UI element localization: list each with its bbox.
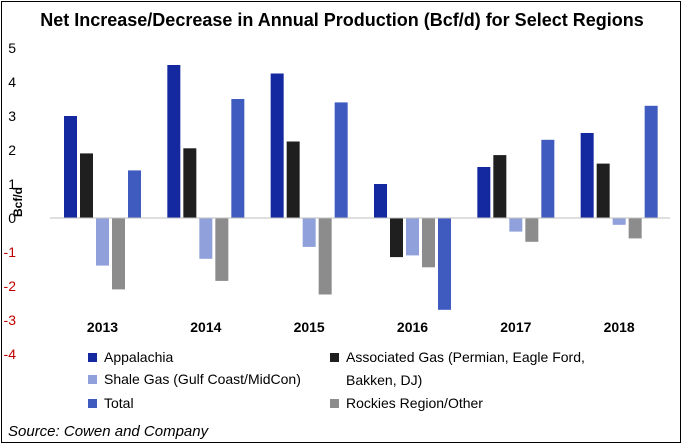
bar (438, 218, 451, 310)
y-tick-label: 1 (8, 176, 16, 192)
bar (96, 218, 109, 266)
legend-label-associated-gas-line2: Bakken, DJ) (346, 372, 422, 388)
x-category-label: 2014 (190, 319, 221, 335)
bar (525, 218, 539, 242)
bar (374, 184, 387, 218)
legend-swatch-total (88, 399, 97, 408)
bar (580, 133, 594, 218)
legend-item-shale-gas: Shale Gas (Gulf Coast/MidCon) (88, 371, 301, 387)
bar (302, 218, 316, 247)
y-tick-label: -3 (4, 312, 17, 328)
bar (509, 218, 523, 232)
bar (128, 170, 141, 218)
bar (628, 218, 642, 239)
bar (215, 218, 229, 281)
legend-item-rockies: Rockies Region/Other (330, 395, 483, 411)
legend-label-rockies: Rockies Region/Other (346, 395, 483, 411)
y-tick-label: -1 (4, 244, 17, 260)
legend-item-total: Total (88, 395, 134, 411)
legend-label-associated-gas-line1: Associated Gas (Permian, Eagle Ford, (346, 349, 585, 365)
bar (541, 139, 555, 218)
bar-series (64, 65, 658, 310)
bar (612, 218, 626, 225)
y-tick-label: 4 (8, 74, 16, 90)
bar (231, 99, 245, 218)
x-category-label: 2016 (397, 319, 428, 335)
legend-label-appalachia: Appalachia (104, 349, 173, 365)
bar (644, 105, 658, 218)
legend-swatch-shale-gas (88, 375, 97, 384)
bar (318, 218, 332, 295)
chart-title: Net Increase/Decrease in Annual Producti… (40, 10, 643, 30)
x-category-label: 2017 (500, 319, 531, 335)
bar (334, 102, 348, 218)
legend-swatch-appalachia (88, 353, 97, 362)
bar (390, 218, 403, 258)
bar (112, 218, 125, 290)
legend-item-appalachia: Appalachia (88, 349, 173, 365)
bar (167, 65, 181, 218)
bar (270, 73, 284, 218)
legend: Appalachia Shale Gas (Gulf Coast/MidCon)… (88, 349, 585, 411)
bar (286, 141, 300, 218)
bar (64, 116, 77, 218)
bar (596, 163, 610, 218)
bar (477, 167, 491, 218)
legend-label-shale-gas: Shale Gas (Gulf Coast/MidCon) (104, 371, 301, 387)
y-tick-label: -4 (4, 346, 17, 362)
legend-swatch-associated-gas (330, 353, 339, 362)
y-tick-label: 5 (8, 40, 16, 56)
bar (493, 155, 507, 218)
legend-label-total: Total (104, 395, 134, 411)
x-category-label: 2013 (87, 319, 118, 335)
bar (80, 153, 93, 218)
y-tick-label: -2 (4, 278, 17, 294)
bar (422, 218, 435, 268)
bar (199, 218, 213, 259)
x-axis-categories: 2013 2014 2015 2016 2017 2018 (87, 319, 635, 335)
y-tick-label: 2 (8, 142, 16, 158)
x-category-label: 2018 (604, 319, 635, 335)
y-tick-label: 3 (8, 108, 16, 124)
x-category-label: 2015 (294, 319, 325, 335)
source-note: Source: Cowen and Company (8, 423, 210, 440)
legend-item-associated-gas: Associated Gas (Permian, Eagle Ford, Bak… (330, 349, 585, 388)
y-axis-ticks: 5 4 3 2 1 0 -1 -2 -3 -4 (4, 40, 17, 362)
bar (406, 218, 419, 256)
bar (183, 148, 197, 218)
y-axis-label: Bcf/d (11, 187, 25, 217)
legend-swatch-rockies (330, 399, 339, 408)
y-tick-label: 0 (8, 210, 16, 226)
